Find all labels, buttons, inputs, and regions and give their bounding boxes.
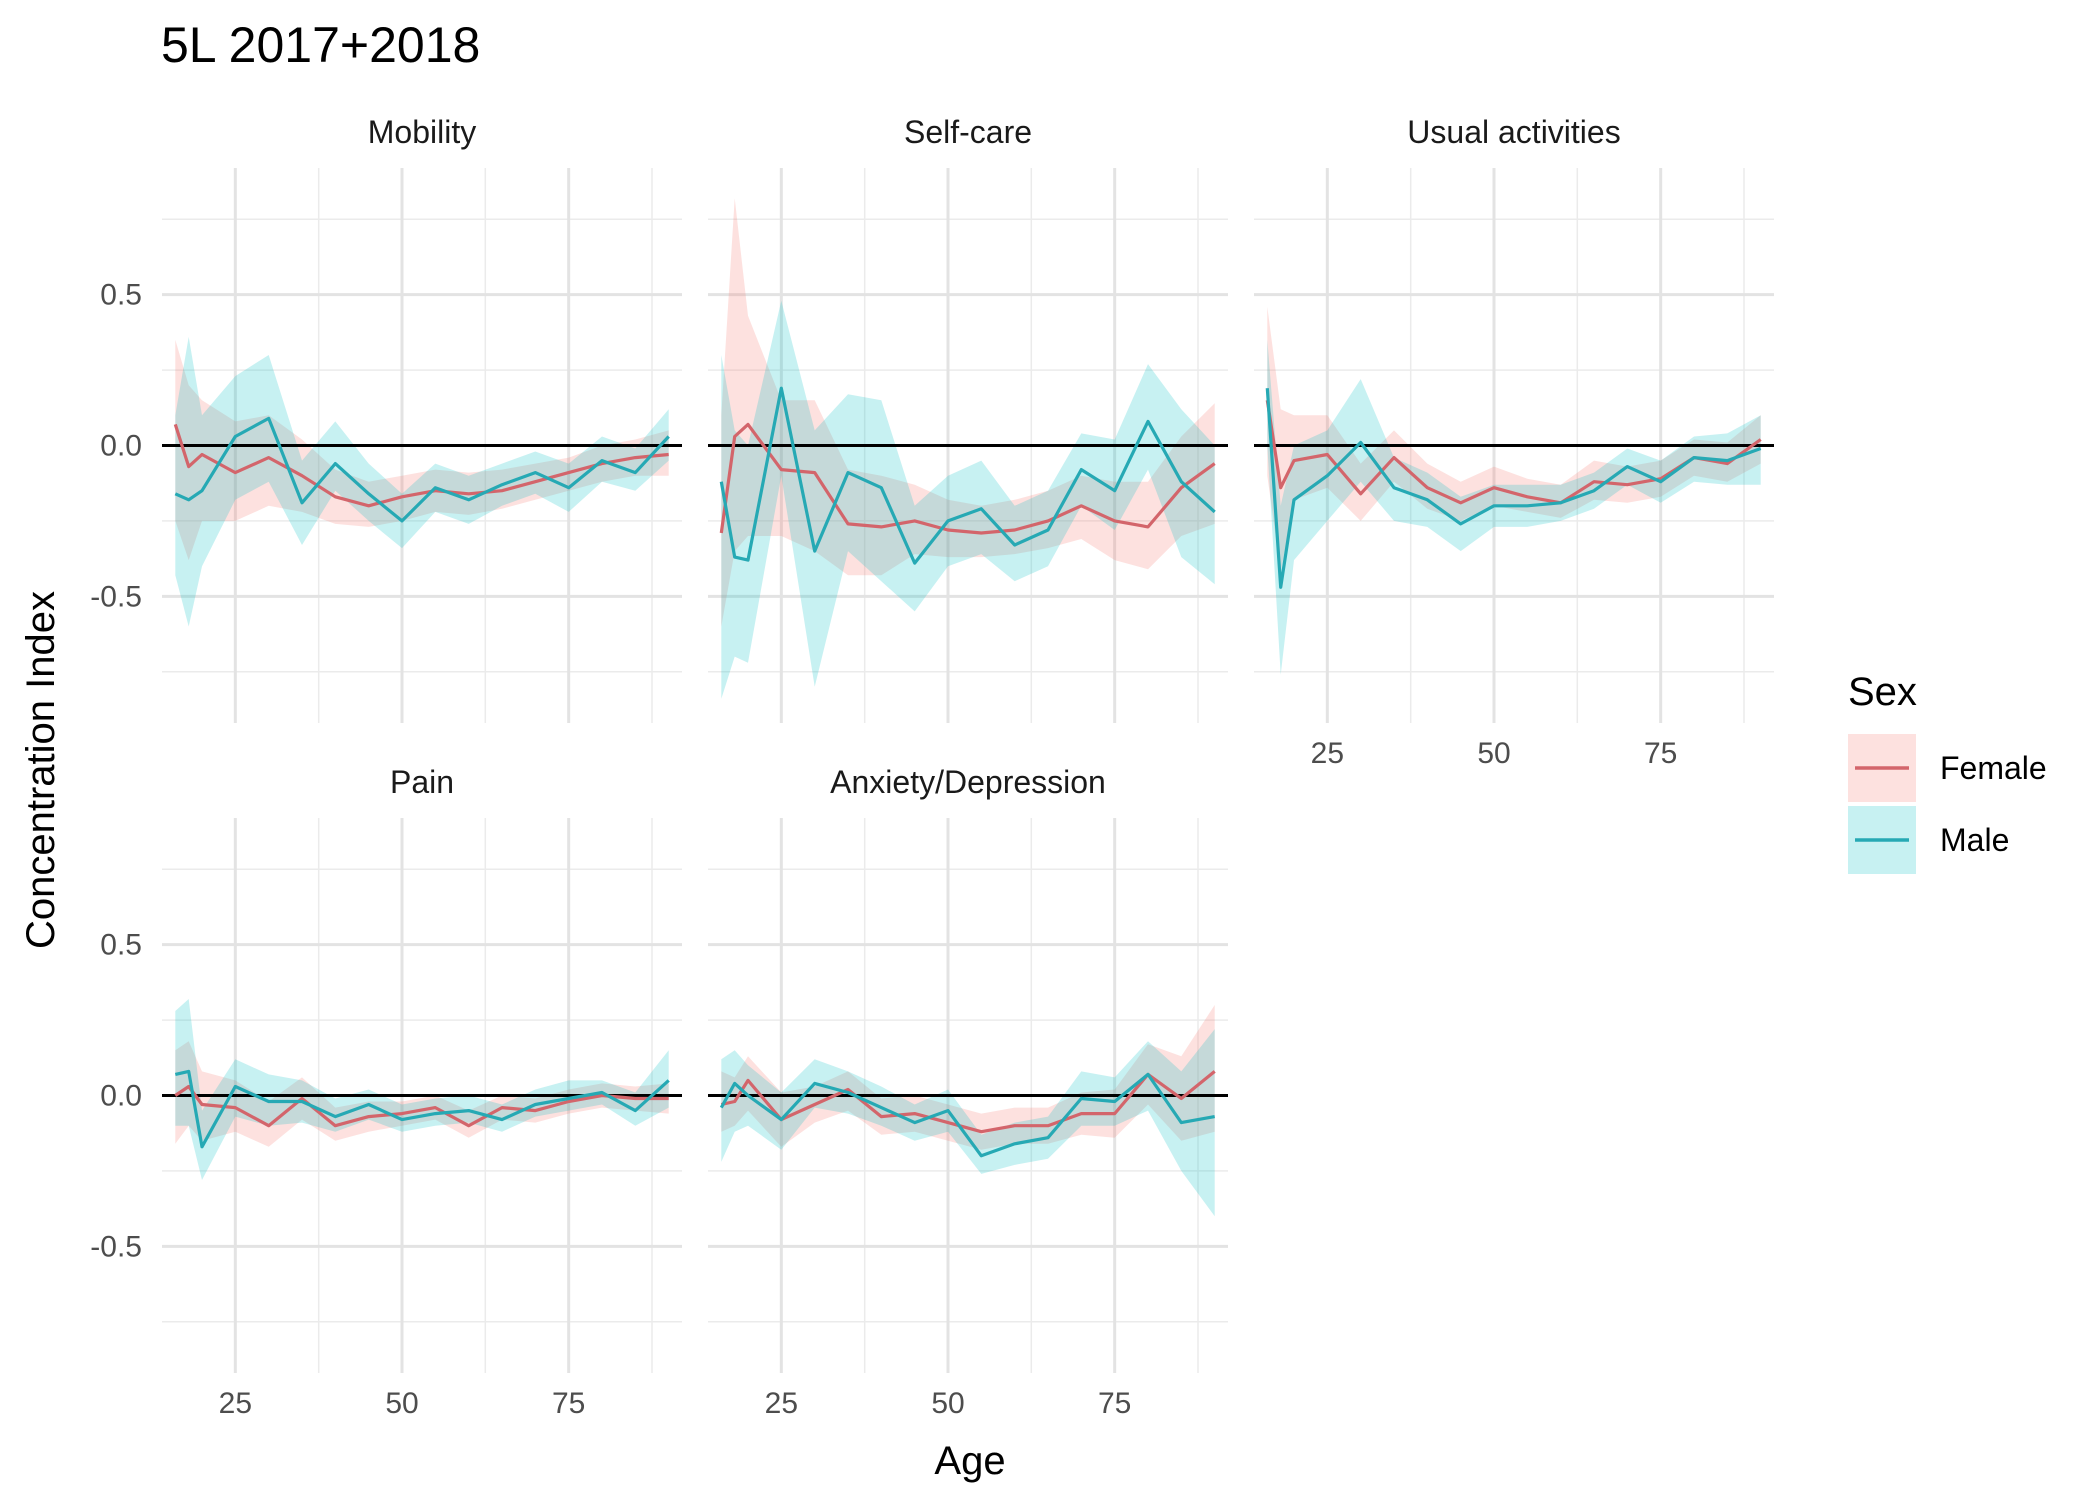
facet-panel-usual-activities: Usual activities 25 50 75 xyxy=(1254,114,1774,770)
facet-panel-mobility: Mobility 0.5 0.0 -0.5 xyxy=(90,114,682,723)
series-line-male xyxy=(174,416,670,523)
ribbon-male xyxy=(175,999,669,1180)
legend-item-male: Male xyxy=(1848,806,2009,874)
x-tick-label: 25 xyxy=(765,1387,798,1420)
x-tick-label: 75 xyxy=(552,1387,585,1420)
legend-label: Male xyxy=(1940,822,2009,858)
facet-strip-label: Self-care xyxy=(904,114,1032,150)
y-axis-title: Concentration Index xyxy=(19,591,63,949)
ribbon-male xyxy=(175,336,669,627)
facet-panel-anxiety-depression: Anxiety/Depression 25 50 75 xyxy=(708,764,1228,1420)
y-tick-label: -0.5 xyxy=(90,1230,142,1263)
ribbon-male xyxy=(721,300,1215,699)
chart-title: 5L 2017+2018 xyxy=(161,17,480,73)
facet-strip-label: Pain xyxy=(390,764,454,800)
y-tick-label: -0.5 xyxy=(90,580,142,613)
x-tick-label: 50 xyxy=(385,1387,418,1420)
series-line-female xyxy=(719,422,1216,535)
series-line-male xyxy=(719,386,1216,565)
legend-label: Female xyxy=(1940,750,2047,786)
ribbon-female xyxy=(175,339,669,561)
y-tick-label: 0.0 xyxy=(100,430,142,463)
legend: Sex Female Male xyxy=(1848,670,2047,874)
ribbon-female xyxy=(175,1041,669,1147)
y-tick-label: 0.5 xyxy=(100,279,142,312)
x-tick-label: 75 xyxy=(1644,737,1677,770)
series-line-male xyxy=(1265,388,1762,589)
facet-strip-label: Mobility xyxy=(368,114,476,150)
facet-strip-label: Anxiety/Depression xyxy=(830,764,1106,800)
facet-strip-label: Usual activities xyxy=(1407,114,1620,150)
y-tick-label: 0.0 xyxy=(100,1080,142,1113)
series-line-female xyxy=(173,423,669,508)
facet-panel-pain: Pain 0.5 0.0 -0.5 25 50 75 xyxy=(90,764,682,1420)
legend-item-female: Female xyxy=(1848,734,2047,802)
x-tick-label: 50 xyxy=(931,1387,964,1420)
y-tick-label: 0.5 xyxy=(100,929,142,962)
x-axis-title: Age xyxy=(934,1439,1005,1483)
x-tick-label: 25 xyxy=(1311,737,1344,770)
ribbon-male xyxy=(721,1029,1215,1217)
series-line-female xyxy=(1265,400,1762,505)
series-line-male xyxy=(719,1072,1215,1158)
facet-panels: Mobility 0.5 0.0 -0.5 Self-care Usual activit… xyxy=(90,114,1774,1420)
series-line-male xyxy=(174,1069,670,1149)
legend-title: Sex xyxy=(1848,670,1917,714)
x-tick-label: 50 xyxy=(1477,737,1510,770)
x-tick-label: 25 xyxy=(219,1387,252,1420)
x-tick-label: 75 xyxy=(1098,1387,1131,1420)
facet-panel-self-care: Self-care xyxy=(708,114,1228,723)
series-line-female xyxy=(720,1070,1216,1134)
